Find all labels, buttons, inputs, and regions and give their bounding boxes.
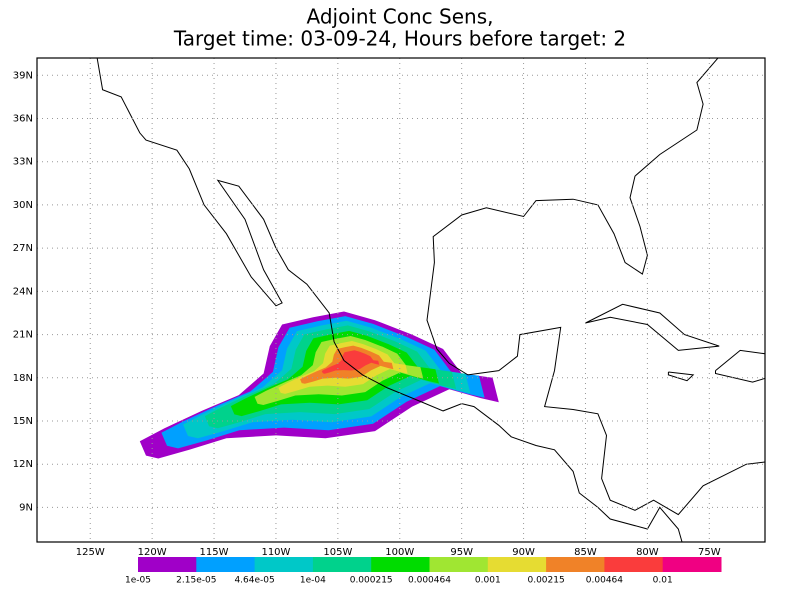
- coastline: [715, 349, 765, 383]
- coastline: [585, 303, 720, 351]
- x-tick-label: 90W: [512, 547, 535, 558]
- colorbar-box: [138, 557, 197, 572]
- colorbar-label: 2.15e-05: [176, 576, 216, 586]
- colorbar-label: 0.001: [475, 576, 501, 586]
- y-tick-label: 21N: [13, 330, 33, 341]
- contour-fill: [321, 350, 380, 374]
- x-tick-label: 110W: [261, 547, 290, 558]
- x-tick-label: 75W: [698, 547, 721, 558]
- y-tick-label: 9N: [19, 502, 33, 513]
- colorbar-label: 0.000464: [408, 576, 451, 586]
- colorbar-label: 0.000215: [350, 576, 393, 586]
- coastline: [667, 371, 695, 382]
- colorbar-box: [312, 557, 372, 572]
- y-tick-label: 12N: [13, 459, 33, 470]
- x-tick-label: 125W: [76, 547, 105, 558]
- colorbar-label: 1e-05: [125, 576, 151, 586]
- y-tick-label: 24N: [13, 286, 33, 297]
- colorbar-box: [254, 557, 314, 572]
- colorbar-box: [371, 557, 430, 572]
- colorbar-box: [196, 557, 256, 572]
- colorbar-box: [487, 557, 547, 572]
- x-tick-label: 95W: [450, 547, 473, 558]
- y-tick-label: 36N: [13, 114, 33, 125]
- y-tick-label: 15N: [13, 416, 33, 427]
- map-frame: [36, 57, 766, 543]
- x-tick-label: 100W: [385, 547, 414, 558]
- colorbar-box: [546, 557, 605, 572]
- colorbar-label: 4.64e-05: [234, 576, 274, 586]
- x-tick-label: 115W: [200, 547, 229, 558]
- colorbar-label: 0.01: [653, 576, 673, 586]
- x-tick-label: 105W: [323, 547, 352, 558]
- x-tick-label: 80W: [636, 547, 659, 558]
- x-tick-label: 120W: [138, 547, 167, 558]
- x-tick-label: 85W: [574, 547, 597, 558]
- coastline: [96, 58, 683, 542]
- colorbar-label: 1e-04: [300, 576, 326, 586]
- title-line: Adjoint Conc Sens,: [307, 5, 494, 29]
- coastline: [426, 58, 765, 516]
- colorbar-box: [604, 557, 664, 572]
- y-tick-label: 33N: [13, 157, 33, 168]
- colorbar-label: 0.00215: [527, 576, 564, 586]
- title-line: Target time: 03-09-24, Hours before targ…: [173, 27, 626, 51]
- y-tick-label: 18N: [13, 373, 33, 384]
- y-tick-label: 30N: [13, 200, 33, 211]
- y-tick-label: 27N: [13, 243, 33, 254]
- colorbar-label: 0.00464: [586, 576, 623, 586]
- colorbar-box: [429, 557, 489, 572]
- colorbar-box: [662, 557, 722, 572]
- map-area: [37, 58, 765, 542]
- y-tick-label: 39N: [13, 70, 33, 81]
